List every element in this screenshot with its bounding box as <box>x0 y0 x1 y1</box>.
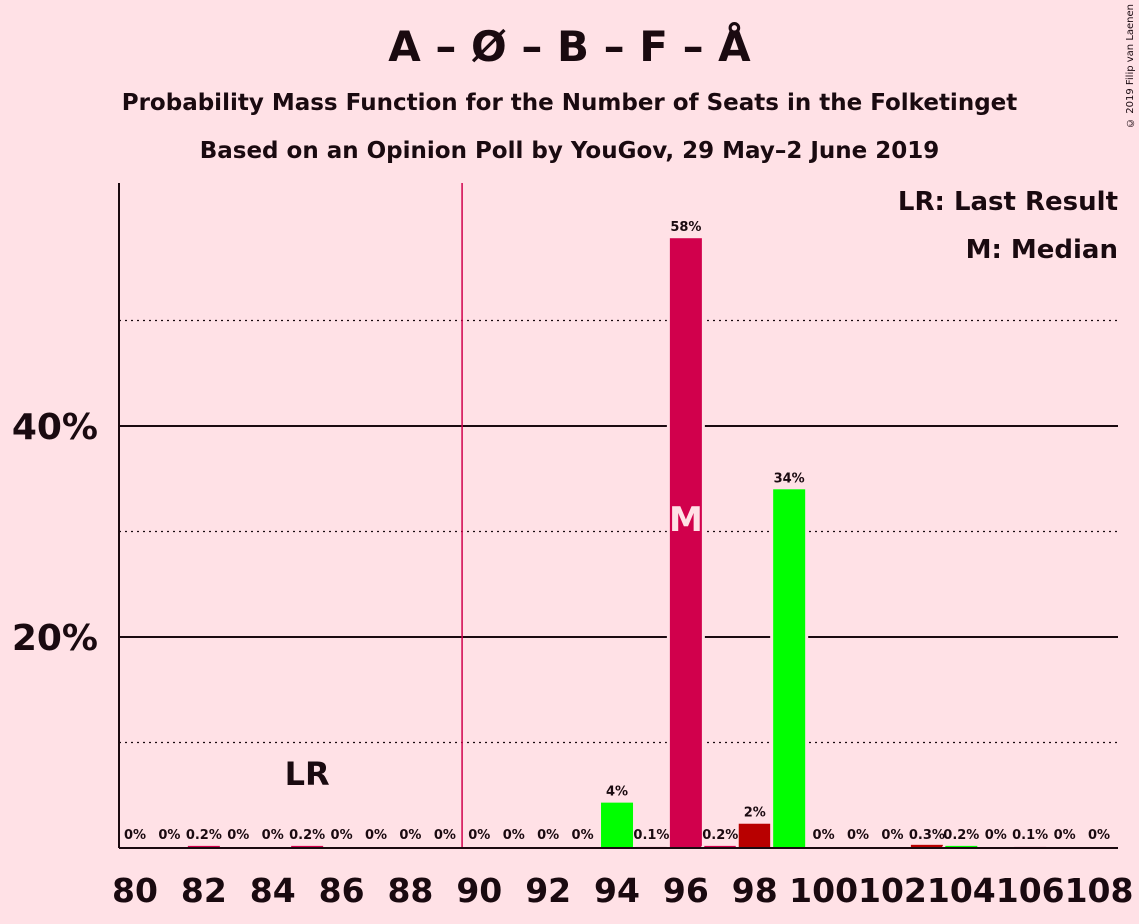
bar <box>773 489 806 848</box>
bar-value-label: 0% <box>847 828 869 843</box>
bar-value-label: 0% <box>331 828 353 843</box>
bar-value-label: 0% <box>572 828 594 843</box>
bar <box>738 823 771 848</box>
bar-value-label: 0.1% <box>1012 828 1048 843</box>
bar-value-label: 0% <box>158 828 180 843</box>
bar-value-label: 0% <box>227 828 249 843</box>
chart-source: Based on an Opinion Poll by YouGov, 29 M… <box>199 138 940 164</box>
x-tick-label: 104 <box>927 871 996 910</box>
bar-value-label: 0% <box>365 828 387 843</box>
bar <box>910 844 943 848</box>
x-tick-label: 102 <box>858 871 927 910</box>
x-tick-label: 82 <box>181 871 227 910</box>
bar-value-label: 0.1% <box>633 828 669 843</box>
bar-value-label: 0% <box>434 828 456 843</box>
bar-value-label: 0% <box>985 828 1007 843</box>
x-tick-label: 88 <box>387 871 433 910</box>
bar-value-label: 0% <box>399 828 421 843</box>
bar-value-label: 0% <box>537 828 559 843</box>
bar-value-label: 0% <box>881 828 903 843</box>
x-tick-label: 96 <box>663 871 709 910</box>
y-tick-label: 20% <box>12 618 98 659</box>
bars <box>184 238 1050 849</box>
bar-value-label: 0% <box>813 828 835 843</box>
bar-value-label: 0.2% <box>943 828 979 843</box>
bar-value-label: 0% <box>1088 828 1110 843</box>
bar-value-label: 0.2% <box>289 828 325 843</box>
chart-title: A – Ø – B – F – Å <box>388 22 751 71</box>
bar-value-label: 34% <box>774 471 805 486</box>
gridlines <box>119 183 1118 848</box>
x-tick-label: 92 <box>525 871 571 910</box>
bar <box>601 802 634 848</box>
legend-last-result: LR: Last Result <box>898 187 1118 217</box>
bar-value-label: 0% <box>124 828 146 843</box>
bar <box>187 845 220 848</box>
bar <box>704 845 737 848</box>
x-tick-label: 108 <box>1065 871 1134 910</box>
bar-labels: 0% 0% 0.2% 0% 0% 0.2% 0% 0% 0% 0% 0% 0% 0% 0% 4% 0.1% 58… <box>124 220 1110 843</box>
x-tick-label: 98 <box>732 871 778 910</box>
legend-median: M: Median <box>966 235 1118 265</box>
bar <box>291 845 324 848</box>
bar-value-label: 0% <box>468 828 490 843</box>
bar-value-label: 4% <box>606 785 628 800</box>
bar-value-label: 0.2% <box>186 828 222 843</box>
bar <box>669 238 702 848</box>
bar-value-label: 0% <box>1054 828 1076 843</box>
x-tick-label: 106 <box>996 871 1065 910</box>
x-tick-label: 100 <box>789 871 858 910</box>
x-tick-label: 90 <box>456 871 502 910</box>
last-result-marker: LR <box>285 755 330 793</box>
bar <box>945 845 978 848</box>
y-tick-label: 40% <box>12 407 98 448</box>
bar-value-label: 0.3% <box>909 828 945 843</box>
x-tick-label: 80 <box>112 871 158 910</box>
x-tick-label: 94 <box>594 871 640 910</box>
chart-subtitle: Probability Mass Function for the Number… <box>121 90 1018 116</box>
bar-value-label: 0% <box>262 828 284 843</box>
bar-value-label: 0.2% <box>702 828 738 843</box>
x-tick-label: 86 <box>319 871 365 910</box>
bar-value-label: 58% <box>670 220 701 235</box>
axes: 20% 40% 80 82 84 86 88 90 92 94 96 98 100 102 104 106 10… <box>12 183 1134 910</box>
bar-value-label: 2% <box>744 806 766 821</box>
median-marker: M <box>669 500 703 540</box>
x-tick-label: 84 <box>250 871 296 910</box>
bar-value-label: 0% <box>503 828 525 843</box>
